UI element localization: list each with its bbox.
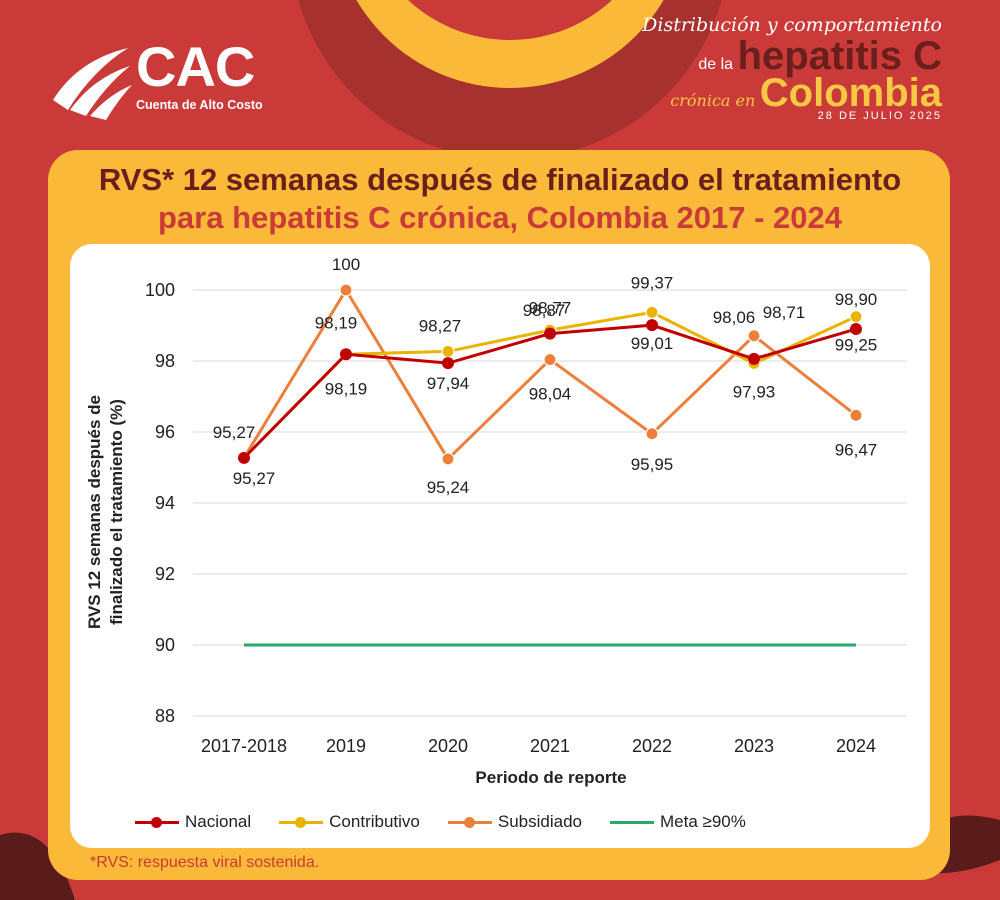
data-label-nacional: 98,77 [529,299,572,318]
x-axis-label: Periodo de reporte [475,768,627,787]
legend-label-contributivo: Contributivo [329,812,420,831]
legend-label-subsidiado: Subsidiado [497,812,582,831]
data-point-contributivo [645,305,659,319]
legend-item-contributivo: Contributivo [279,812,420,832]
brand-name: CAC [136,35,255,98]
data-label-contributivo: 99,37 [631,273,674,292]
data-label-nacional: 98,19 [325,379,368,398]
data-label-subsidiado: 95,95 [631,455,674,474]
y-tick-label: 88 [155,706,175,726]
data-label-subsidiado: 98,04 [529,385,572,404]
header-line2-big: hepatitis C [737,34,942,78]
chart-subtitle: para hepatitis C crónica, Colombia 2017 … [158,200,842,235]
legend-swatch-subsidiado [447,816,492,828]
legend-swatch-nacional [135,816,179,828]
data-point-nacional [442,357,454,370]
header-line3-big: Colombia [759,71,942,115]
legend-label-nacional: Nacional [185,812,252,831]
data-label-contributivo: 98,19 [315,313,358,332]
data-label-nacional: 98,90 [835,290,878,309]
top-inner-decoration [408,0,612,40]
x-tick-label: 2023 [734,736,774,756]
x-tick-label: 2020 [428,736,468,756]
y-axis-label: RVS 12 semanas después de finalizado el … [84,395,128,629]
legend-item-nacional: Nacional [135,812,251,832]
data-label-contributivo: 97,93 [733,382,776,401]
x-tick-label: 2017-2018 [201,736,287,756]
data-point-subsidiado [849,408,863,422]
header-line3-prefix: crónica en [670,91,756,110]
legend-label-meta: Meta ≥90% [660,812,746,831]
data-label-contributivo: 98,27 [419,316,462,335]
data-label-subsidiado: 100 [332,255,360,274]
y-tick-label: 96 [155,422,175,442]
y-axis-label-line1: RVS 12 semanas después de [85,394,104,630]
x-tick-label: 2021 [530,736,570,756]
y-tick-label: 92 [155,564,175,584]
data-point-subsidiado [339,283,353,297]
data-label-contributivo: 98,87 [523,301,566,320]
y-tick-label: 90 [155,635,175,655]
chart-legend: Nacional Contributivo Subsidiado Meta ≥9… [135,812,774,832]
data-point-contributivo [849,310,863,324]
data-label-nacional: 95,27 [233,469,276,488]
header-line2-prefix: de la [698,56,734,73]
data-point-contributivo [441,344,455,359]
footnote: *RVS: respuesta viral sostenida. [90,854,320,871]
data-label-subsidiado: 98,71 [763,303,806,322]
data-point-nacional [748,352,760,365]
header-line2: de la hepatitis C [582,34,942,79]
header-date: 28 DE JULIO 2025 [817,110,942,122]
data-point-nacional [544,327,556,340]
leaf-left-decoration [0,832,75,900]
y-tick-label: 94 [155,493,175,513]
header-line1: Distribución y comportamiento [642,14,942,36]
brand-swoosh-icon [53,48,132,120]
header-block: Distribución y comportamiento de la hepa… [582,14,942,122]
data-point-nacional [340,348,352,361]
brand-logo: CAC Cuenta de Alto Costo [48,35,268,120]
data-label-subsidiado: 96,47 [835,440,878,459]
y-tick-label: 98 [155,351,175,371]
legend-swatch-contributivo [279,816,324,828]
x-tick-label: 2024 [836,736,876,756]
data-point-subsidiado [645,427,659,441]
legend-item-subsidiado: Subsidiado [447,812,582,832]
x-tick-label: 2022 [632,736,672,756]
data-label-nacional: 97,94 [427,374,470,393]
data-label-contributivo: 99,25 [835,336,878,355]
data-label-nacional: 98,06 [713,308,756,327]
data-label-contributivo: 95,27 [213,423,256,442]
chart-title: RVS* 12 semanas después de finalizado el… [98,162,902,197]
legend-swatch-meta [610,820,654,824]
x-tick-label: 2019 [326,736,366,756]
data-point-subsidiado [543,352,557,367]
data-point-nacional [850,323,862,336]
data-label-nacional: 99,01 [631,334,674,353]
data-point-subsidiado [441,452,455,466]
data-point-subsidiado [747,329,761,343]
data-point-nacional [238,451,250,464]
y-tick-label: 100 [145,280,175,300]
legend-item-meta: Meta ≥90% [610,812,746,832]
data-point-nacional [646,319,658,332]
header-line3: crónica en Colombia [582,71,942,116]
chart-card [70,244,930,848]
data-label-subsidiado: 95,24 [427,478,470,497]
top-sun-decoration [356,0,664,88]
brand-subtitle: Cuenta de Alto Costo [136,98,263,112]
y-axis-label-line2: finalizado el tratamiento (%) [107,399,126,625]
